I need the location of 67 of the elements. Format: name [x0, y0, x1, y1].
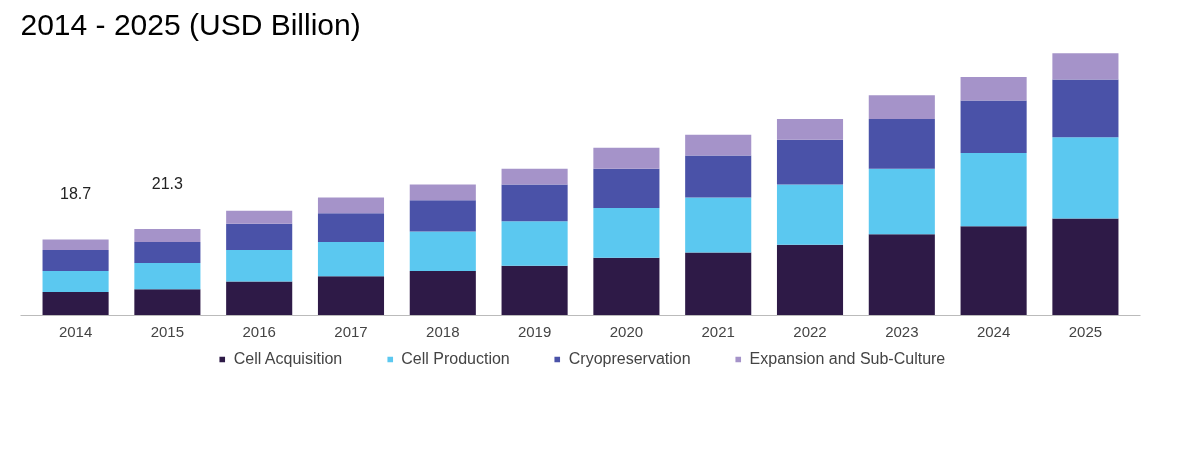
bar	[960, 226, 1027, 316]
x-tick-label: 2021	[701, 322, 735, 340]
bar	[685, 197, 752, 253]
bar	[134, 289, 201, 316]
annotation: 21.3	[151, 175, 184, 192]
bar	[42, 291, 109, 316]
bar	[226, 281, 293, 316]
x-tick-label: 2014	[58, 322, 93, 340]
bar	[134, 242, 201, 264]
x-tick-label: 2017	[334, 322, 368, 340]
bar	[501, 221, 568, 266]
bar	[776, 139, 844, 185]
bar	[776, 244, 844, 316]
bar	[501, 265, 568, 316]
chart-title: 2014 - 2025 (USD Billion)	[20, 7, 361, 41]
legend-label: Cell Acquisition	[233, 350, 343, 368]
bar	[134, 263, 201, 290]
x-tick-label: 2024	[976, 322, 1011, 340]
bar	[960, 76, 1027, 101]
legend-label: Cryopreservation	[568, 350, 691, 368]
bar	[42, 270, 109, 292]
legend-label: Cell Production	[401, 350, 510, 368]
legend-label: Expansion and Sub-Culture	[749, 350, 946, 368]
bar	[317, 276, 385, 316]
bar	[409, 200, 476, 232]
annotation: 18.7	[60, 185, 92, 203]
x-tick-label: 2015	[150, 322, 185, 340]
bar	[134, 229, 201, 243]
bar	[868, 95, 935, 119]
bar	[868, 168, 935, 235]
bar	[317, 213, 385, 243]
bar	[776, 118, 844, 140]
bar	[501, 184, 568, 222]
x-tick-label: 2022	[793, 322, 827, 340]
bar	[226, 249, 293, 282]
bar	[1052, 137, 1119, 219]
bar	[317, 242, 385, 277]
bar	[226, 210, 293, 224]
bar	[1052, 53, 1119, 80]
bar	[593, 208, 660, 258]
bar	[593, 168, 660, 209]
x-tick-label: 2019	[517, 322, 552, 340]
bar	[226, 223, 293, 250]
bar	[868, 118, 935, 169]
x-tick-label: 2016	[242, 322, 276, 340]
x-tick-label: 2018	[426, 322, 460, 340]
bar	[685, 252, 752, 316]
bar	[868, 234, 935, 316]
bar	[960, 100, 1027, 153]
x-tick-label: 2020	[609, 322, 644, 340]
x-tick-label: 2023	[885, 322, 919, 340]
bar	[960, 152, 1027, 227]
bar	[1052, 218, 1119, 316]
bar	[593, 257, 660, 316]
bar	[685, 134, 752, 156]
bar	[409, 184, 476, 201]
bar	[501, 168, 568, 185]
bar	[317, 197, 385, 214]
bar	[1052, 79, 1119, 138]
bar	[409, 231, 476, 271]
bar	[776, 184, 844, 245]
bar	[593, 147, 660, 169]
bar	[685, 155, 752, 198]
bar	[42, 249, 109, 271]
bar	[409, 270, 476, 316]
bar	[42, 239, 109, 250]
x-tick-label: 2025	[1068, 322, 1103, 340]
